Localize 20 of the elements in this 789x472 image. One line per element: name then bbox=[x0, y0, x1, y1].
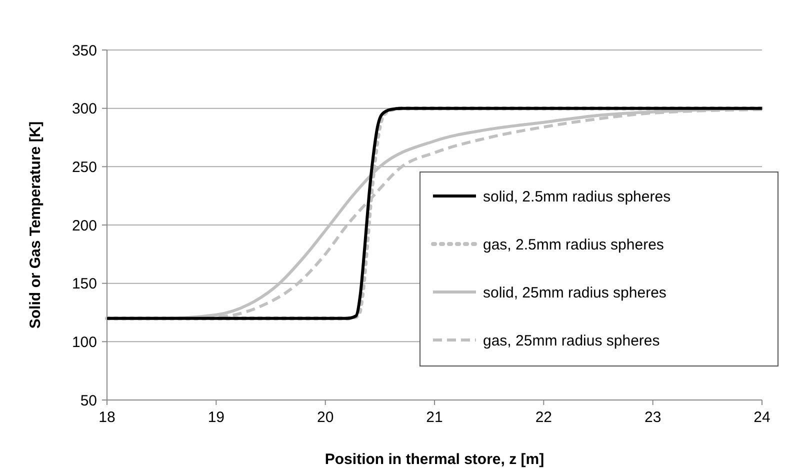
x-tick-label: 21 bbox=[426, 409, 443, 426]
y-tick-label: 200 bbox=[72, 217, 97, 234]
x-tick-label: 20 bbox=[316, 409, 334, 426]
x-tick-label: 24 bbox=[754, 409, 770, 426]
y-tick-label: 250 bbox=[72, 158, 97, 176]
x-tick-label: 19 bbox=[208, 409, 225, 426]
x-tick-label: 18 bbox=[98, 409, 116, 426]
x-tick-label: 22 bbox=[535, 409, 552, 426]
legend-label: solid, 25mm radius spheres bbox=[483, 284, 666, 302]
y-tick-label: 150 bbox=[72, 276, 97, 293]
x-axis-title: Position in thermal store, z [m] bbox=[324, 451, 544, 468]
y-axis-title: Solid or Gas Temperature [K] bbox=[27, 121, 44, 329]
y-tick-label: 100 bbox=[72, 334, 97, 351]
legend-label: gas, 25mm radius spheres bbox=[483, 332, 660, 350]
y-tick-label: 300 bbox=[72, 100, 97, 118]
legend-label: gas, 2.5mm radius spheres bbox=[483, 236, 664, 254]
y-tick-label: 350 bbox=[72, 42, 97, 60]
x-tick-label: 23 bbox=[644, 409, 662, 426]
legend-label: solid, 2.5mm radius spheres bbox=[483, 188, 671, 206]
y-tick-label: 50 bbox=[80, 392, 97, 410]
